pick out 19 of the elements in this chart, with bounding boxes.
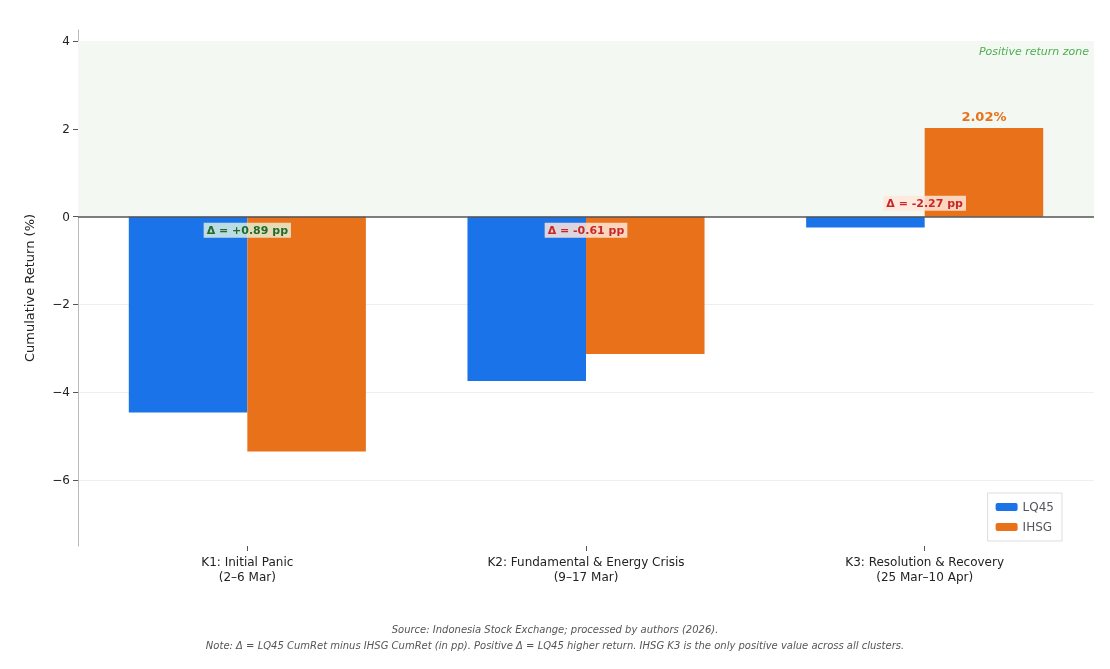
x-tick-label: K2: Fundamental & Energy Crisis (9–17 Mar): [487, 554, 685, 584]
source-note: Source: Indonesia Stock Exchange; processed by authors (2026).: [391, 623, 719, 635]
annotation: Δ = -0.61 pp: [547, 223, 625, 237]
x-tick-label: K1: Initial Panic (2–6 Mar): [201, 554, 294, 584]
y-tick-label: 0: [62, 209, 70, 224]
legend-label: IHSG: [1022, 520, 1053, 534]
x-tick-label: K3: Resolution & Recovery (25 Mar–10 Apr): [845, 554, 1005, 584]
data-label: 2.02%: [961, 108, 1007, 124]
annotation: Δ = -2.27 pp: [886, 196, 964, 210]
annotation: Δ = +0.89 pp: [206, 223, 289, 237]
y-tick-label: −6: [52, 473, 70, 488]
legend-label: LQ45: [1022, 500, 1055, 514]
y-tick-label: −4: [52, 385, 70, 400]
y-tick-label: 2: [62, 121, 70, 136]
y-axis-title: Cumulative Return (%): [22, 213, 37, 363]
band-label: Positive return zone: [978, 44, 1090, 58]
text: Note: Δ = LQ45 CumRet minus IHSG CumRet (in pp). Positive Δ = LQ45 higher return. IHSG K3 is the only positive value across all clusters.: [205, 639, 905, 651]
y-tick-label: −2: [52, 297, 70, 312]
y-tick-label: 4: [62, 33, 70, 48]
